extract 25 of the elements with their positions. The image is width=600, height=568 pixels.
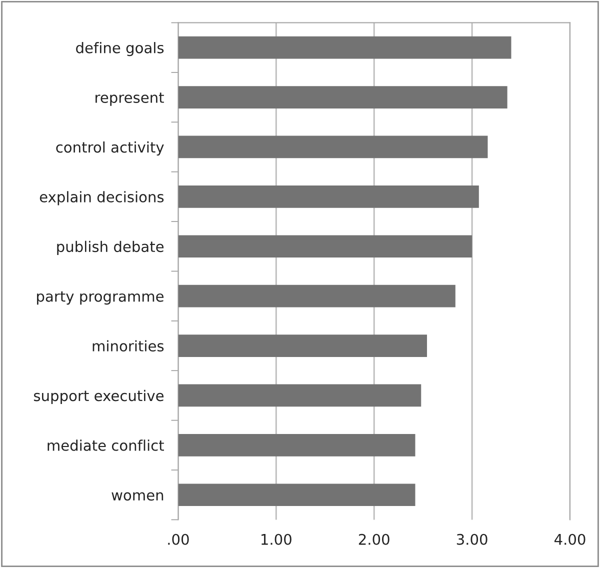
x-tick-label: 2.00 (358, 534, 390, 545)
x-tick-label: 4.00 (554, 534, 586, 545)
bar (178, 284, 456, 308)
x-tick-label: 3.00 (456, 534, 488, 545)
y-tick-label: mediate conflict (48, 440, 164, 451)
y-tick-label: represent (96, 92, 164, 106)
y-tick-label: define goals (76, 42, 164, 56)
y-tick-label: control activity (56, 141, 164, 156)
bar (178, 36, 512, 59)
y-tick-label: support executive (34, 390, 164, 404)
y-tick-label: women (112, 492, 164, 501)
bar (178, 334, 427, 357)
bar (178, 484, 416, 506)
bar (178, 384, 422, 407)
y-tick-label: minorities (92, 340, 164, 352)
y-tick-label: explain decisions (40, 191, 164, 206)
y-tick-label: party programme (37, 291, 164, 305)
x-tick-label: 1.00 (262, 534, 292, 545)
x-tick-label: .00 (168, 534, 189, 545)
bar (178, 235, 472, 258)
bar (178, 86, 508, 108)
bar (178, 434, 416, 456)
bar (178, 185, 479, 208)
bar (178, 136, 488, 158)
y-tick-label: publish debate (57, 240, 164, 255)
